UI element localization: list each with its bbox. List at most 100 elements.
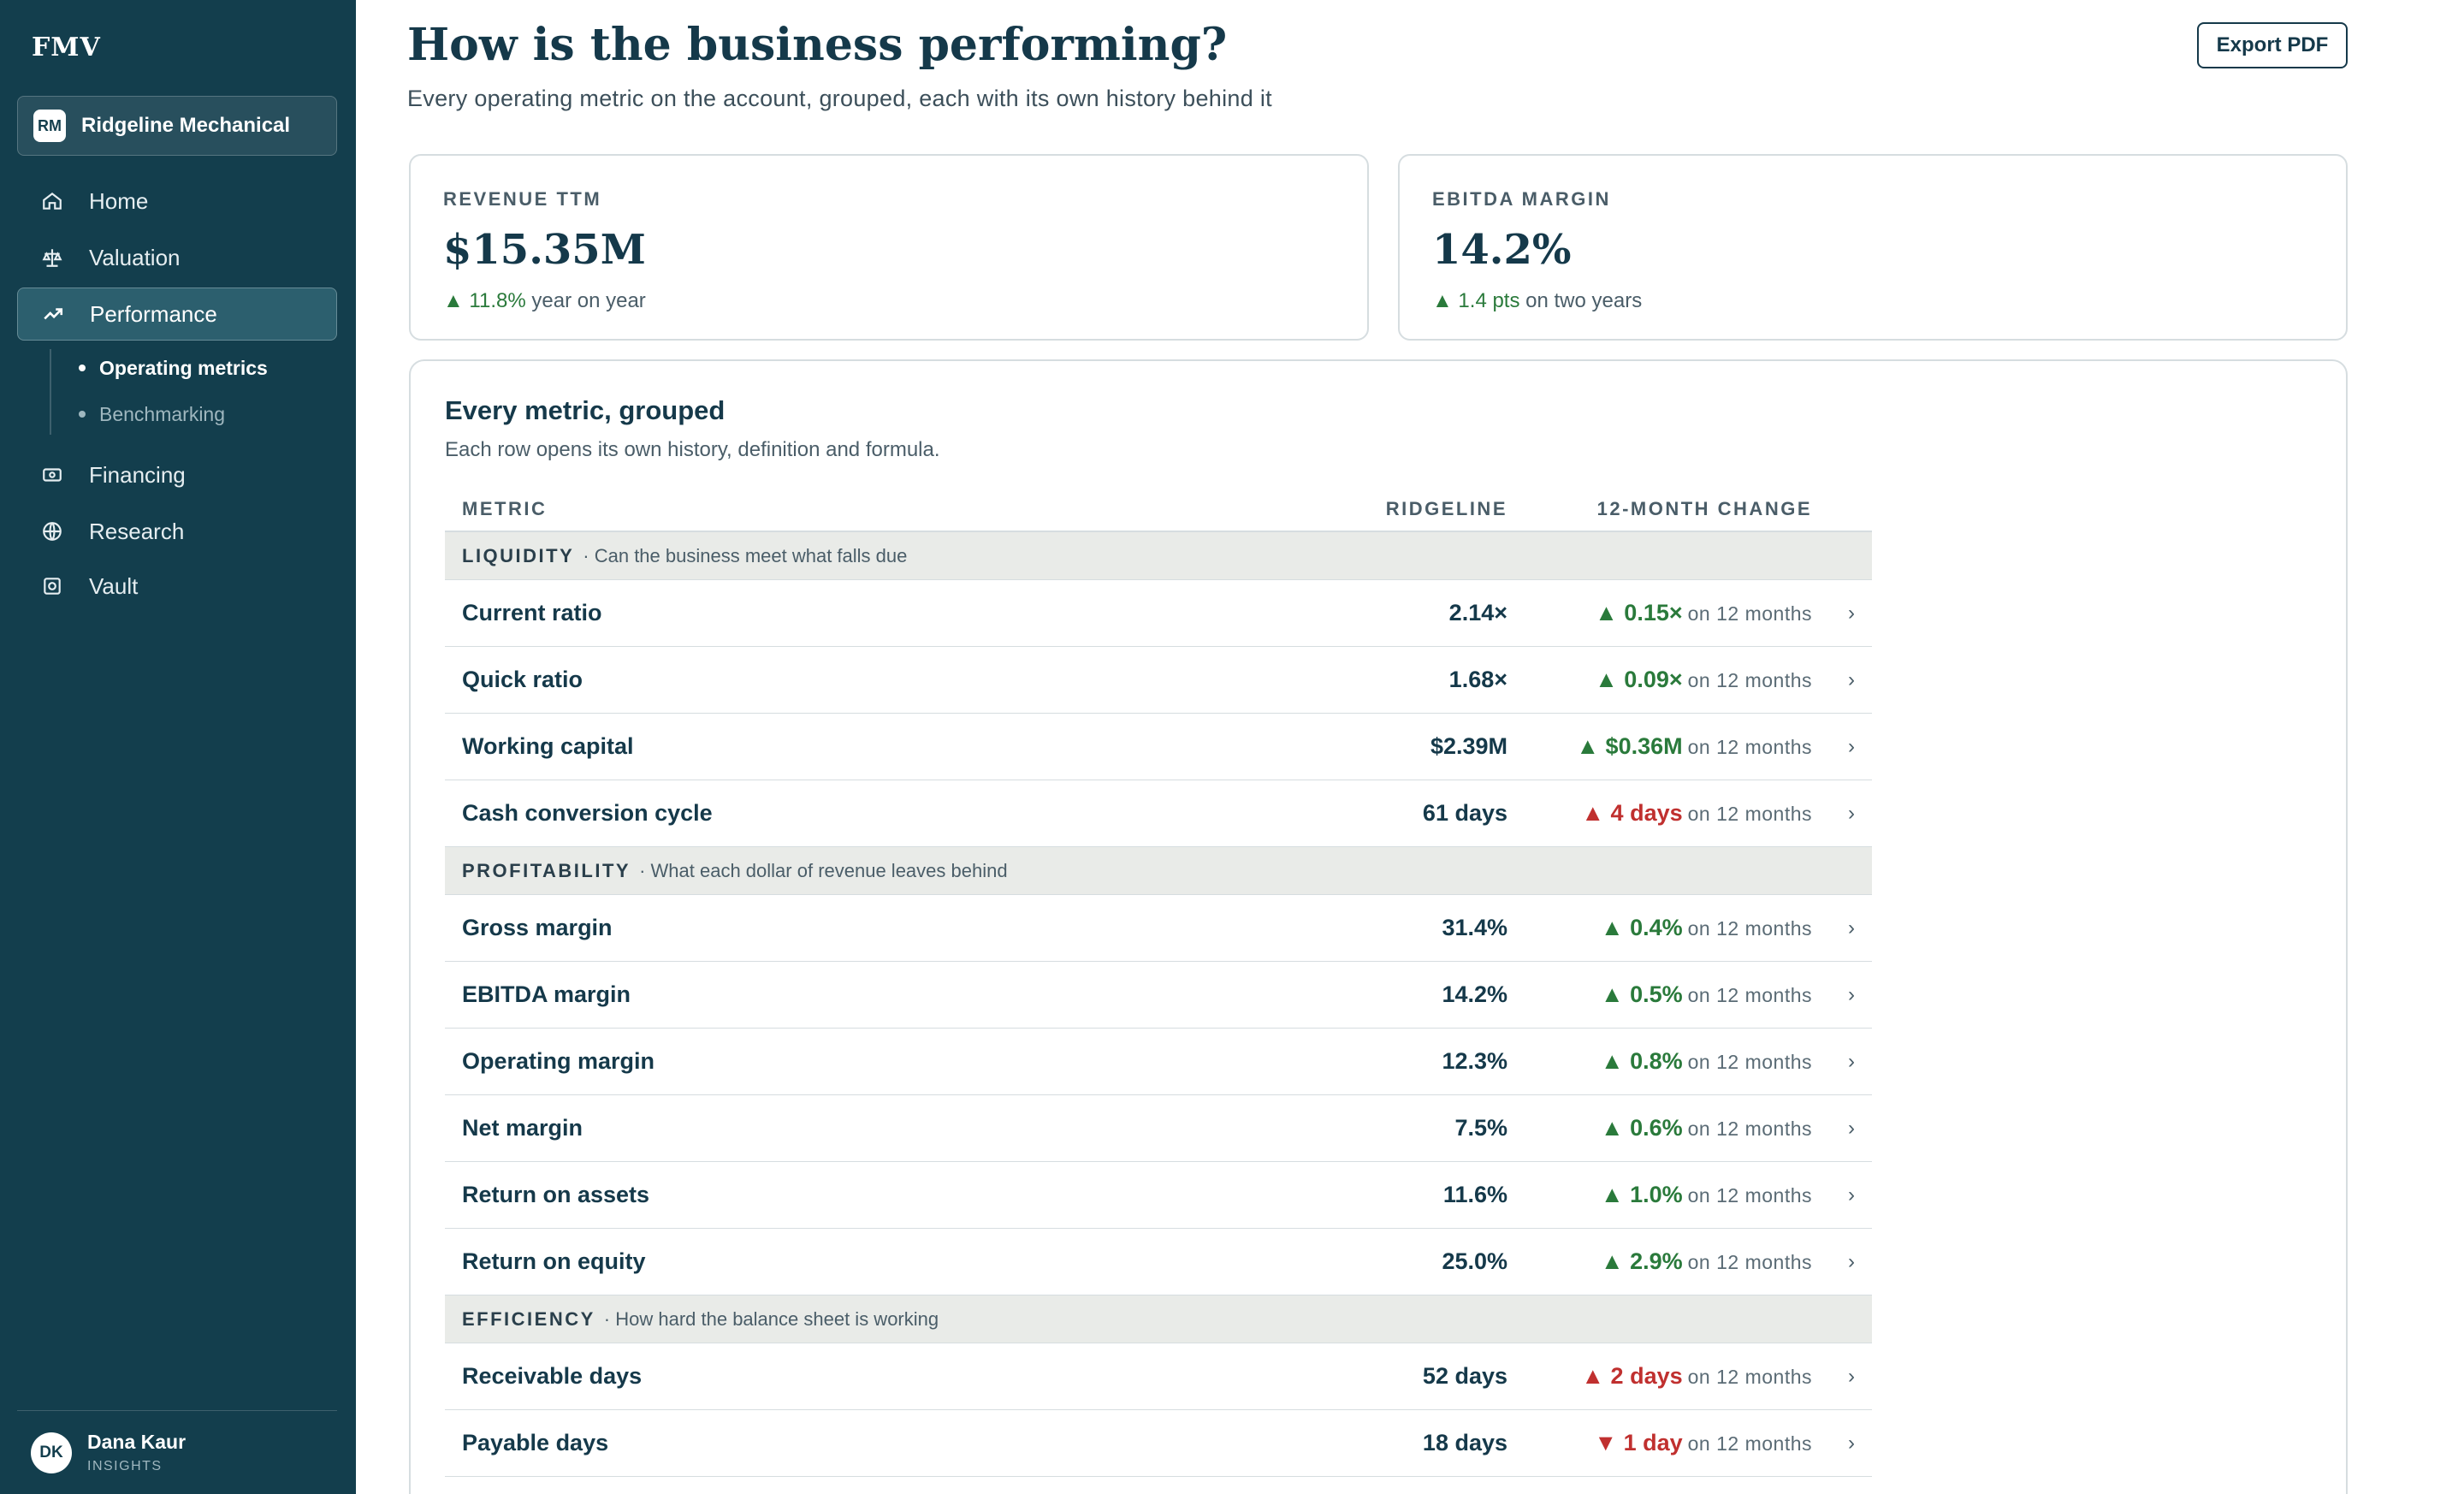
- change-period: on 12 months: [1687, 1432, 1812, 1455]
- kpi-label: REVENUE TTM: [443, 188, 602, 210]
- metric-change: ▲ 1.0% on 12 months ›: [1507, 1182, 1872, 1208]
- change-value: ▲ 2.9%: [1600, 1248, 1683, 1274]
- metric-value: 31.4%: [1442, 915, 1507, 940]
- change-value: ▲ 4 days: [1581, 800, 1683, 826]
- group-name: PROFITABILITY: [462, 859, 631, 881]
- chevron-right-icon[interactable]: ›: [1848, 1249, 1855, 1273]
- scale-icon: [38, 243, 67, 272]
- table-row[interactable]: Current ratio 2.14× ▲ 0.15× on 12 months ›: [445, 580, 1872, 647]
- table-header: METRIC RIDGELINE 12-MONTH CHANGE: [445, 488, 1872, 532]
- kpi-value: 14.2%: [1432, 226, 1572, 274]
- nav-performance[interactable]: Performance: [17, 288, 337, 341]
- kpi-delta-text: on two years: [1525, 289, 1643, 312]
- table-row[interactable]: Payable days 18 days ▼ 1 day on 12 months ›: [445, 1410, 1872, 1477]
- metric-name: Operating margin: [462, 1048, 655, 1074]
- subnav-rail: [50, 349, 51, 435]
- chevron-right-icon[interactable]: ›: [1848, 1049, 1855, 1073]
- table-row[interactable]: Quick ratio 1.68× ▲ 0.09× on 12 months ›: [445, 647, 1872, 714]
- metric-name: Return on assets: [462, 1182, 650, 1207]
- table-row[interactable]: Return on equity 25.0% ▲ 2.9% on 12 months ›: [445, 1229, 1872, 1295]
- metric-value: 7.5%: [1454, 1115, 1507, 1141]
- metric-name: Working capital: [462, 733, 634, 759]
- subnav-benchmarking[interactable]: Benchmarking: [79, 397, 225, 431]
- change-value: ▲ 0.4%: [1600, 915, 1683, 940]
- nav-valuation-label: Valuation: [89, 244, 181, 270]
- metric-change: ▲ 0.09× on 12 months ›: [1507, 667, 1872, 693]
- metric-value: 61 days: [1422, 800, 1507, 826]
- chevron-right-icon[interactable]: ›: [1848, 1183, 1855, 1206]
- change-value: ▲ 0.09×: [1595, 667, 1683, 692]
- metric-name: Gross margin: [462, 915, 613, 940]
- table-row[interactable]: Return on assets 11.6% ▲ 1.0% on 12 months ›: [445, 1162, 1872, 1229]
- column-header-metric[interactable]: METRIC: [462, 498, 548, 519]
- table-row[interactable]: Working capital $2.39M ▲ $0.36M on 12 month…: [445, 714, 1872, 780]
- nav-home[interactable]: Home: [17, 175, 337, 228]
- table-row[interactable]: EBITDA margin 14.2% ▲ 0.5% on 12 months ›: [445, 962, 1872, 1029]
- change-period: on 12 months: [1687, 602, 1812, 625]
- change-period: on 12 months: [1687, 917, 1812, 940]
- subnav-operating-metrics[interactable]: Operating metrics: [79, 351, 268, 385]
- kpi-delta-text: year on year: [531, 289, 646, 312]
- kpi-delta: ▲ 11.8% year on year: [443, 289, 1367, 313]
- group-description: · What each dollar of revenue leaves beh…: [639, 859, 1008, 881]
- change-period: on 12 months: [1687, 1051, 1812, 1073]
- chevron-right-icon[interactable]: ›: [1848, 601, 1855, 625]
- column-header-change[interactable]: 12-MONTH CHANGE: [1596, 498, 1812, 519]
- company-avatar: RM: [33, 110, 66, 142]
- metric-name: Quick ratio: [462, 667, 583, 692]
- chevron-right-icon[interactable]: ›: [1848, 667, 1855, 691]
- user-name: Dana Kaur: [87, 1431, 187, 1453]
- change-period: on 12 months: [1687, 1251, 1812, 1273]
- chevron-right-icon[interactable]: ›: [1848, 734, 1855, 758]
- metric-name: Current ratio: [462, 600, 602, 625]
- metric-name: EBITDA margin: [462, 981, 631, 1007]
- change-period: on 12 months: [1687, 669, 1812, 691]
- nav-research[interactable]: Research: [17, 505, 337, 558]
- group-name: LIQUIDITY: [462, 544, 575, 566]
- kpi-card-ebitda: EBITDA MARGIN 14.2% ▲ 1.4 pts on two yea…: [1398, 154, 2348, 341]
- metric-value: $2.39M: [1430, 733, 1507, 759]
- banknote-icon: [38, 460, 67, 489]
- metric-change: ▲ 0.8% on 12 months ›: [1507, 1048, 1872, 1075]
- company-switcher[interactable]: RM Ridgeline Mechanical: [17, 96, 337, 156]
- table-row[interactable]: Receivable days 52 days ▲ 2 days on 12 mont…: [445, 1343, 1872, 1410]
- metrics-panel: Every metric, grouped Each row opens its…: [409, 359, 2348, 1494]
- nav-valuation[interactable]: Valuation: [17, 231, 337, 284]
- chevron-right-icon[interactable]: ›: [1848, 916, 1855, 940]
- column-header-ridgeline[interactable]: RIDGELINE: [1385, 498, 1507, 519]
- kpi-delta-value: ▲ 11.8%: [443, 289, 526, 312]
- table-row[interactable]: Gross margin 31.4% ▲ 0.4% on 12 months ›: [445, 895, 1872, 962]
- nav-vault[interactable]: Vault: [17, 560, 337, 613]
- nav-home-label: Home: [89, 187, 149, 214]
- metrics-table: METRIC RIDGELINE 12-MONTH CHANGE LIQUIDI…: [445, 488, 1872, 1494]
- table-row[interactable]: Cash conversion cycle 61 days ▲ 4 days on 1…: [445, 780, 1872, 847]
- chevron-right-icon[interactable]: ›: [1848, 982, 1855, 1006]
- panel-title: Every metric, grouped: [445, 395, 726, 425]
- change-period: on 12 months: [1687, 1366, 1812, 1388]
- chevron-right-icon[interactable]: ›: [1848, 1364, 1855, 1388]
- chevron-right-icon[interactable]: ›: [1848, 801, 1855, 825]
- chevron-right-icon[interactable]: ›: [1848, 1116, 1855, 1140]
- metric-value: 12.3%: [1442, 1048, 1507, 1074]
- table-row[interactable]: Net margin 7.5% ▲ 0.6% on 12 months ›: [445, 1095, 1872, 1162]
- chevron-right-icon[interactable]: ›: [1848, 1431, 1855, 1455]
- metric-name: Cash conversion cycle: [462, 800, 713, 826]
- user-profile[interactable]: DK Dana Kaur INSIGHTS: [31, 1431, 186, 1474]
- brand-logo[interactable]: FMV: [32, 33, 101, 62]
- export-pdf-button[interactable]: Export PDF: [2197, 22, 2348, 68]
- globe-icon: [38, 517, 67, 546]
- nav-financing[interactable]: Financing: [17, 448, 337, 501]
- metric-value: 18 days: [1422, 1430, 1507, 1455]
- metric-name: Receivable days: [462, 1363, 643, 1389]
- nav-research-label: Research: [89, 518, 185, 544]
- metric-change: ▲ 2.9% on 12 months ›: [1507, 1248, 1872, 1275]
- metric-value: 25.0%: [1442, 1248, 1507, 1274]
- metric-change: ▲ 0.15× on 12 months ›: [1507, 600, 1872, 626]
- change-value: ▲ 0.5%: [1600, 981, 1683, 1007]
- metric-value: 2.14×: [1448, 600, 1507, 625]
- company-name: Ridgeline Mechanical: [81, 114, 291, 137]
- metric-change: ▲ 0.5% on 12 months ›: [1507, 981, 1872, 1008]
- table-row[interactable]: Operating margin 12.3% ▲ 0.8% on 12 months ›: [445, 1029, 1872, 1095]
- change-value: ▲ $0.36M: [1576, 733, 1683, 759]
